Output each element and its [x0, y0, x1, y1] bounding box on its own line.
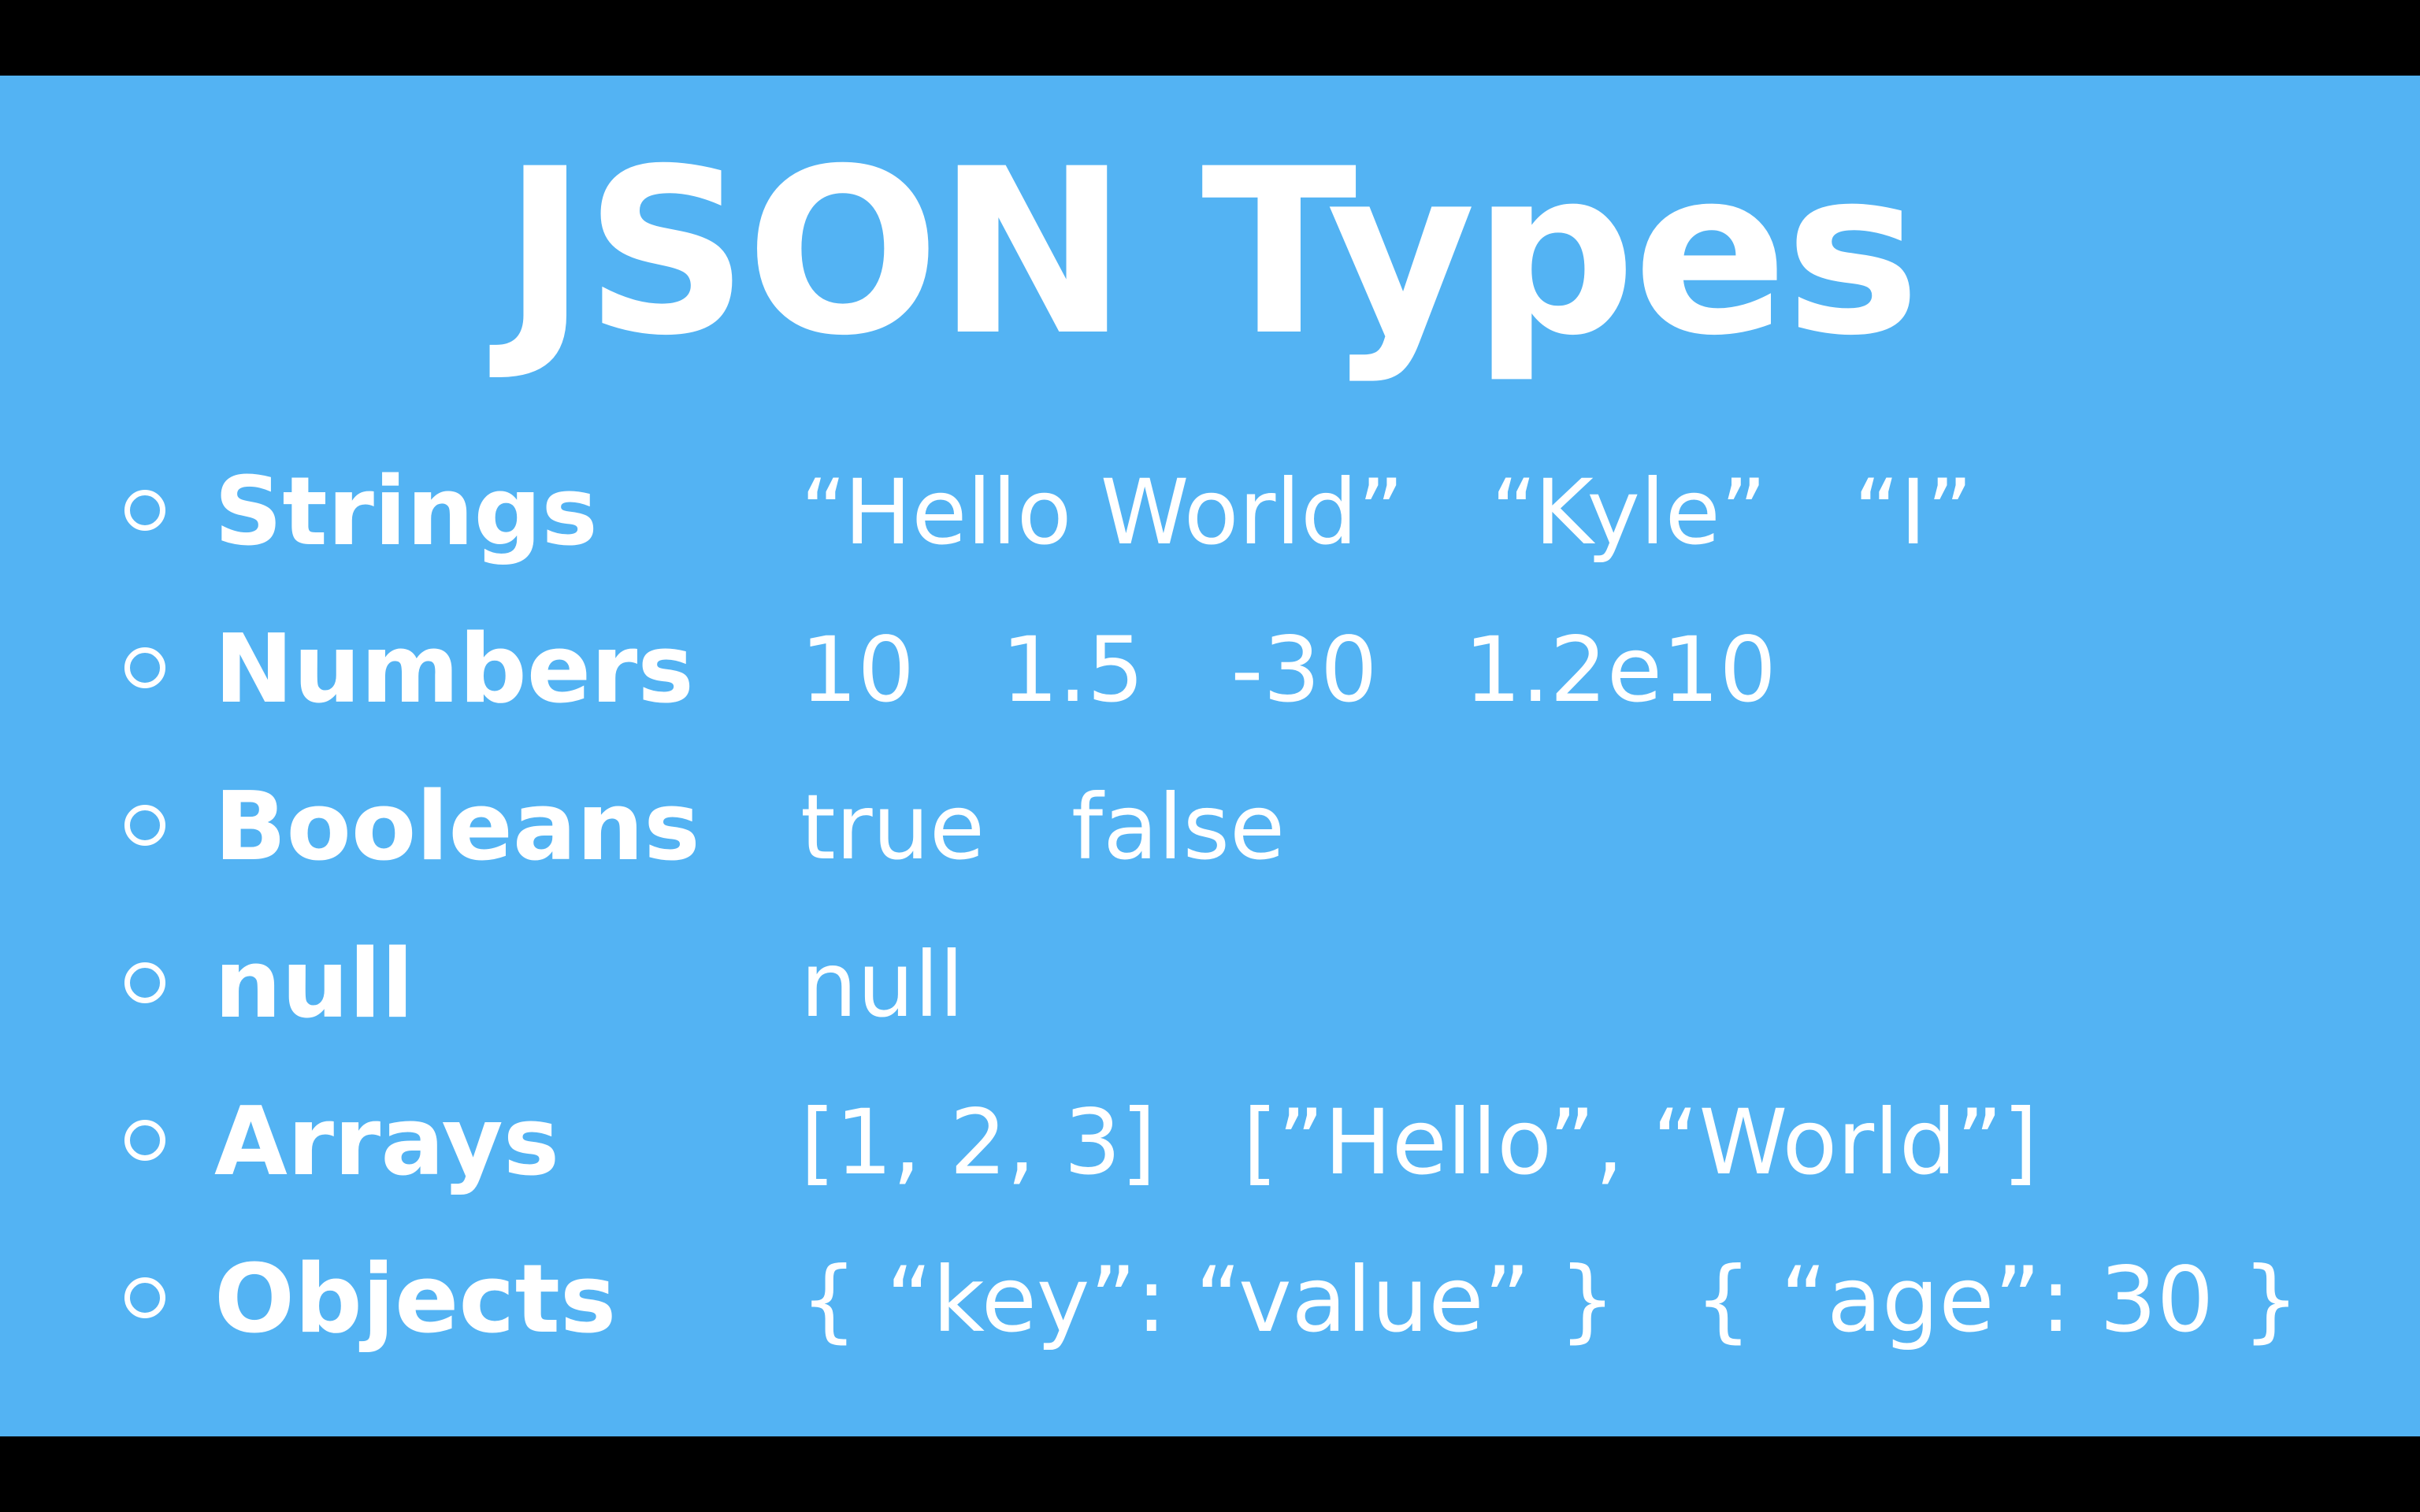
example-value: { “age”: 30 } [1694, 1247, 2300, 1352]
list-item-null: null null [0, 926, 2420, 1052]
type-label: Booleans [214, 773, 700, 882]
hollow-circle-icon [124, 962, 165, 1003]
list-item-strings: Strings “Hello World” “Kyle” “I” [0, 454, 2420, 580]
example-value: -30 [1230, 617, 1378, 722]
list-item-booleans: Booleans true false [0, 769, 2420, 895]
list-item-numbers: Numbers 10 1.5 -30 1.2e10 [0, 611, 2420, 737]
example-value: 1.2e10 [1464, 617, 1777, 722]
type-examples: null [800, 926, 964, 1044]
example-value: null [800, 932, 964, 1037]
type-label: Arrays [214, 1088, 560, 1197]
example-value: “Hello World” [800, 460, 1405, 565]
letterbox-top [0, 0, 2420, 76]
type-label: null [214, 930, 414, 1040]
hollow-circle-icon [124, 647, 165, 688]
example-value: [1, 2, 3] [800, 1090, 1156, 1195]
list-item-arrays: Arrays [1, 2, 3] [”Hello”, “World”] [0, 1084, 2420, 1210]
hollow-circle-icon [124, 490, 165, 531]
list-item-objects: Objects { “key”: “value” } { “age”: 30 } [0, 1241, 2420, 1367]
example-value: 10 [800, 617, 915, 722]
hollow-circle-icon [124, 1120, 165, 1161]
type-examples: 10 1.5 -30 1.2e10 [800, 611, 1776, 729]
type-list: Strings “Hello World” “Kyle” “I” Numbers 1… [0, 76, 2420, 1436]
example-value: “I” [1853, 460, 1973, 565]
example-value: [”Hello”, “World”] [1242, 1090, 2038, 1195]
type-examples: “Hello World” “Kyle” “I” [800, 454, 1973, 572]
type-examples: [1, 2, 3] [”Hello”, “World”] [800, 1084, 2038, 1202]
example-value: { “key”: “value” } [800, 1247, 1616, 1352]
example-value: true [800, 775, 985, 880]
example-value: false [1071, 775, 1286, 880]
type-examples: true false [800, 769, 1285, 887]
type-label: Numbers [214, 615, 694, 724]
letterbox-bottom [0, 1436, 2420, 1512]
type-label: Objects [214, 1245, 617, 1354]
slide: JSON Types Strings “Hello World” “Kyle” “I… [0, 76, 2420, 1436]
example-value: “Kyle” [1490, 460, 1767, 565]
example-value: 1.5 [1001, 617, 1145, 722]
hollow-circle-icon [124, 1277, 165, 1318]
slide-title: JSON Types [502, 120, 1921, 386]
hollow-circle-icon [124, 805, 165, 846]
type-label: Strings [214, 458, 598, 567]
type-examples: { “key”: “value” } { “age”: 30 } [800, 1241, 2299, 1359]
